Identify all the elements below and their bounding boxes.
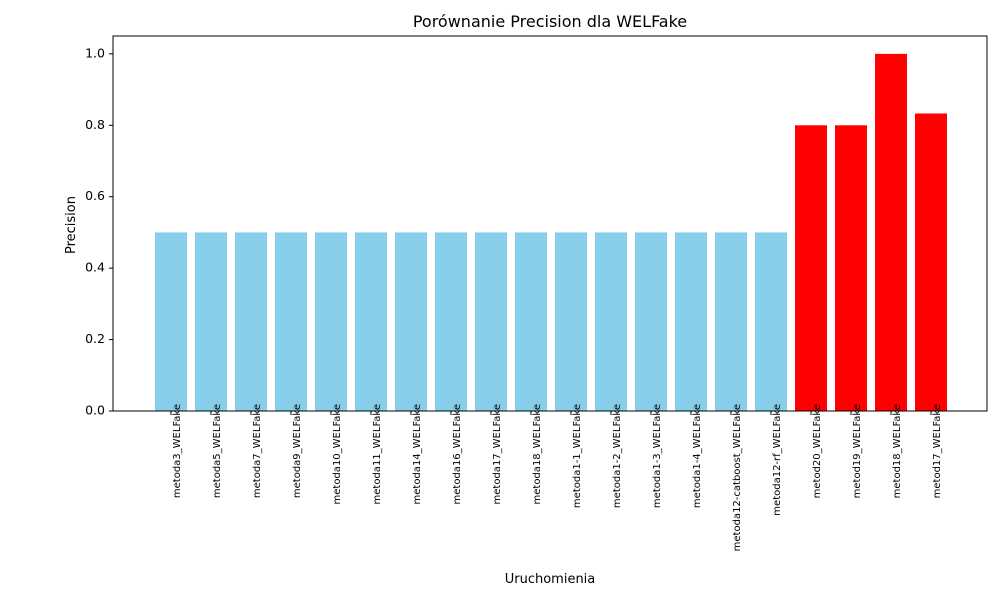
bar <box>835 125 867 412</box>
x-tick-label: metod20_WELFake <box>812 404 823 498</box>
y-tick-label: 0.8 <box>85 117 105 132</box>
bar <box>675 232 707 411</box>
x-tick-label: metoda7_WELFake <box>252 404 263 498</box>
x-tick-label: metod19_WELFake <box>852 404 863 498</box>
plot-frame <box>112 35 988 412</box>
x-tick-label: metoda14_WELFake <box>412 404 423 504</box>
x-tick-label: metoda16_WELFake <box>452 404 463 504</box>
y-tick-label: 0.4 <box>85 260 105 275</box>
y-tick-label: 0.6 <box>85 188 105 203</box>
bar <box>355 232 387 411</box>
x-tick-label: metoda1-1_WELFake <box>572 404 583 508</box>
bar <box>715 232 747 411</box>
x-tick-label: metoda11_WELFake <box>372 404 383 504</box>
x-tick-label: metod17_WELFake <box>932 404 943 498</box>
bar <box>435 232 467 411</box>
bar <box>635 232 667 411</box>
x-tick-label: metoda3_WELFake <box>172 404 183 498</box>
y-axis-label: Precision <box>64 196 79 254</box>
bars-group <box>155 53 947 412</box>
bar <box>755 232 787 411</box>
bar <box>915 113 947 411</box>
chart-title: Porównanie Precision dla WELFake <box>413 12 687 31</box>
y-tick-label: 0.2 <box>85 331 105 346</box>
bar <box>155 232 187 411</box>
x-tick-label: metoda9_WELFake <box>292 404 303 498</box>
x-tick-label: metoda18_WELFake <box>532 404 543 504</box>
x-tick-label: metod18_WELFake <box>892 404 903 498</box>
x-tick-label: metoda1-3_WELFake <box>652 404 663 508</box>
bar <box>555 232 587 411</box>
x-tick-label: metoda17_WELFake <box>492 404 503 504</box>
y-tick-label: 0.0 <box>85 403 105 418</box>
bar <box>235 232 267 411</box>
bar <box>195 232 227 411</box>
bar <box>875 53 907 411</box>
x-axis: metoda3_WELFake metoda5_WELFake metoda7_WE… <box>170 404 943 551</box>
y-axis: 0.0 0.2 0.4 0.6 0.8 1.0 <box>85 45 113 418</box>
y-tick-label: 1.0 <box>85 45 105 60</box>
x-tick-label: metoda12-catboost_WELFake <box>732 404 743 551</box>
x-tick-label: metoda12-rf_WELFake <box>772 404 783 516</box>
x-axis-label: Uruchomienia <box>505 572 596 587</box>
bar <box>515 232 547 411</box>
bar <box>795 125 827 412</box>
bar <box>275 232 307 411</box>
bar <box>395 232 427 411</box>
x-tick-label: metoda1-2_WELFake <box>612 404 623 508</box>
bar <box>475 232 507 411</box>
bar <box>315 232 347 411</box>
x-tick-label: metoda5_WELFake <box>212 404 223 498</box>
x-tick-label: metoda1-4_WELFake <box>692 404 703 508</box>
bar <box>595 232 627 411</box>
x-tick-label: metoda10_WELFake <box>332 404 343 504</box>
